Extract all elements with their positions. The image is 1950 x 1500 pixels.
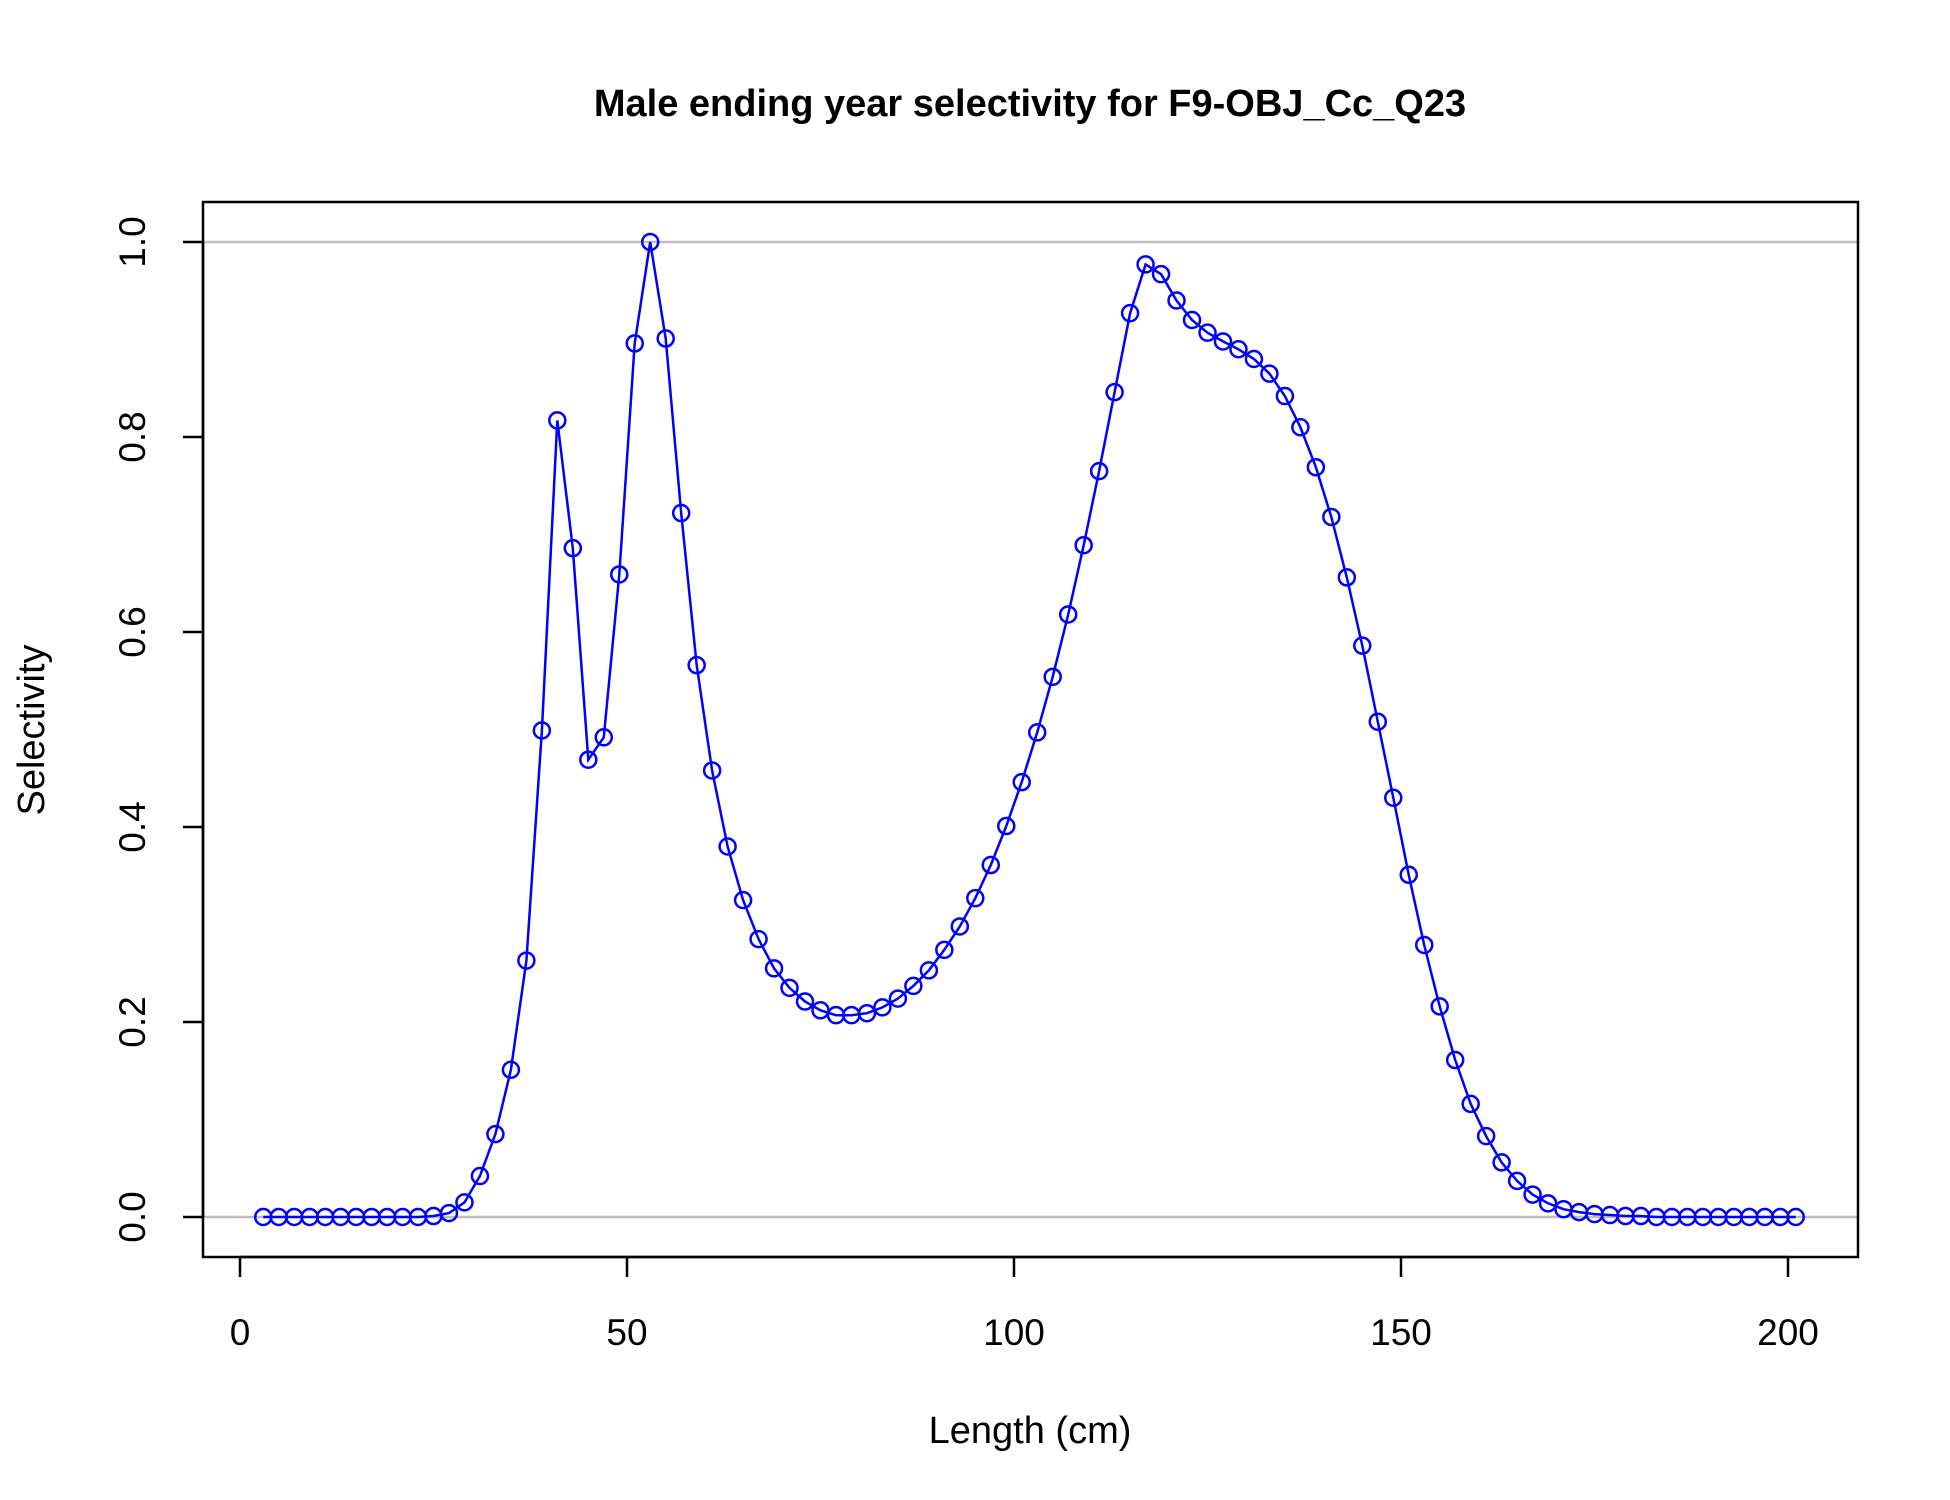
data-point — [1074, 535, 1093, 555]
data-point — [579, 750, 598, 769]
data-point — [1213, 332, 1233, 351]
data-point — [795, 992, 815, 1011]
data-point — [1058, 605, 1078, 624]
data-point — [563, 538, 583, 558]
data-point — [1275, 386, 1295, 406]
data-point — [610, 565, 629, 584]
data-point — [455, 1193, 474, 1212]
data-point — [904, 976, 923, 996]
data-point — [1414, 935, 1434, 955]
data-point — [749, 929, 768, 949]
data-point — [873, 998, 892, 1017]
data-point — [1043, 667, 1062, 687]
data-point — [1476, 1126, 1496, 1146]
y-tick-label: 0.6 — [112, 606, 153, 657]
data-point — [950, 917, 970, 936]
data-point — [594, 728, 614, 747]
data-point — [764, 959, 784, 978]
data-point — [1027, 723, 1047, 742]
data-point — [966, 888, 985, 908]
data-point — [1151, 264, 1171, 284]
data-point — [1182, 310, 1202, 330]
data-point — [439, 1203, 459, 1223]
data-point — [517, 951, 536, 970]
x-tick-label: 50 — [606, 1312, 647, 1353]
data-point — [687, 655, 706, 675]
data-point — [1384, 788, 1403, 807]
data-point — [1461, 1094, 1480, 1114]
data-point — [470, 1166, 490, 1186]
series-layer — [253, 232, 1805, 1227]
data-point — [857, 1003, 877, 1023]
y-tick-label: 0.0 — [112, 1191, 153, 1242]
data-point — [486, 1124, 505, 1144]
data-point — [1337, 568, 1357, 587]
data-point — [1120, 303, 1140, 323]
plot-frame — [201, 200, 1860, 1259]
data-point — [1167, 291, 1186, 310]
data-point — [780, 978, 799, 998]
data-point — [1399, 865, 1418, 885]
data-point — [1229, 340, 1248, 359]
data-point — [501, 1060, 521, 1080]
data-point — [1244, 349, 1264, 369]
data-point — [1136, 255, 1155, 274]
data-point — [671, 503, 691, 523]
data-point — [1786, 1207, 1805, 1227]
data-point — [625, 334, 644, 353]
y-axis-label: Selectivity — [11, 644, 53, 815]
data-point — [1353, 636, 1372, 655]
data-point — [981, 855, 1001, 875]
x-tick-label: 150 — [1370, 1312, 1432, 1353]
data-point — [888, 989, 908, 1008]
y-tick-label: 1.0 — [112, 216, 153, 267]
data-point — [919, 961, 939, 980]
x-tick-label: 100 — [983, 1312, 1045, 1353]
y-axis: 0.0 0.2 0.4 0.6 0.8 1.0 — [112, 216, 205, 1243]
data-point — [1012, 772, 1031, 792]
data-point — [1322, 507, 1341, 527]
y-tick-label: 0.2 — [112, 996, 153, 1047]
data-point — [1445, 1050, 1465, 1070]
x-axis-label: Length (cm) — [929, 1410, 1132, 1452]
data-point — [997, 816, 1016, 836]
data-point — [548, 411, 567, 430]
data-point — [718, 837, 737, 856]
data-point — [1105, 382, 1124, 402]
data-point — [1260, 364, 1279, 383]
data-point — [1368, 712, 1388, 731]
data-point — [702, 761, 722, 780]
x-tick-label: 200 — [1757, 1312, 1819, 1353]
y-tick-label: 0.8 — [112, 411, 153, 462]
data-point — [1430, 997, 1449, 1016]
y-tick-label: 0.4 — [112, 801, 153, 852]
reference-lines — [203, 240, 1858, 1219]
chart-title: Male ending year selectivity for F9-OBJ_… — [594, 83, 1466, 125]
data-point — [1198, 323, 1217, 342]
data-point — [1306, 457, 1326, 477]
data-point — [1492, 1153, 1511, 1172]
data-point — [640, 232, 660, 252]
data-point — [1291, 418, 1310, 437]
x-tick-label: 0 — [230, 1312, 251, 1353]
data-point — [935, 940, 954, 960]
data-point — [1523, 1185, 1542, 1204]
x-axis: 0 50 100 150 200 — [230, 1255, 1819, 1353]
data-point — [1089, 461, 1109, 481]
data-point — [1538, 1194, 1558, 1213]
data-point — [656, 329, 675, 348]
data-point — [532, 721, 552, 740]
data-point — [1507, 1171, 1527, 1191]
data-point — [733, 890, 753, 910]
